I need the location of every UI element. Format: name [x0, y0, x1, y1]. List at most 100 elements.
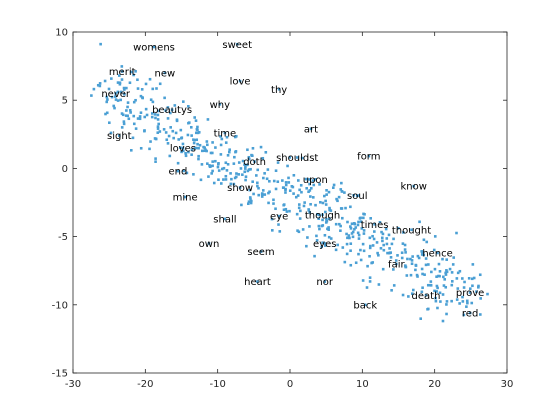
scatter-point — [90, 94, 93, 97]
scatter-point — [371, 244, 375, 247]
scatter-point — [187, 121, 190, 125]
word-label: own — [199, 239, 220, 250]
scatter-point — [308, 211, 311, 214]
scatter-point — [444, 271, 447, 275]
scatter-point — [256, 181, 259, 185]
y-tick-label: 10 — [55, 28, 68, 39]
scatter-point — [116, 90, 120, 94]
scatter-point — [176, 161, 180, 165]
scatter-point — [274, 169, 278, 173]
scatter-point — [177, 138, 181, 141]
scatter-point — [325, 188, 328, 192]
scatter-point — [263, 172, 266, 175]
scatter-point — [461, 300, 465, 303]
scatter-point — [341, 216, 344, 220]
scatter-point — [296, 194, 300, 197]
word-label: though — [305, 210, 340, 221]
scatter-point — [416, 275, 419, 278]
scatter-point — [247, 200, 251, 203]
scatter-point — [151, 87, 155, 91]
scatter-point — [190, 134, 193, 137]
scatter-point — [345, 232, 348, 236]
scatter-point — [148, 147, 151, 151]
word-point — [323, 242, 327, 245]
scatter-point — [324, 203, 328, 206]
scatter-point — [287, 176, 290, 180]
scatter-point — [197, 157, 200, 161]
scatter-point — [243, 167, 247, 170]
scatter-point — [324, 199, 327, 203]
word-label: shall — [213, 214, 236, 225]
scatter-point — [349, 227, 353, 230]
scatter-point — [429, 284, 433, 287]
scatter-point — [292, 173, 296, 177]
scatter-point — [438, 291, 442, 295]
scatter-point — [351, 235, 355, 239]
scatter-point — [424, 263, 428, 267]
scatter-point — [155, 87, 158, 90]
scatter-point — [264, 151, 268, 154]
scatter-point — [361, 279, 365, 282]
scatter-point — [247, 168, 251, 171]
scatter-point — [243, 170, 247, 174]
scatter-point — [336, 243, 339, 247]
scatter-point — [150, 112, 154, 115]
scatter-point — [465, 299, 469, 303]
scatter-point — [127, 117, 131, 121]
scatter-point — [220, 137, 224, 141]
scatter-point — [400, 256, 404, 260]
x-tick-label: 30 — [501, 379, 514, 390]
scatter-point — [351, 230, 355, 234]
scatter-point — [204, 148, 207, 152]
scatter-point — [337, 195, 341, 199]
scatter-point — [419, 317, 423, 320]
word-label: loves — [170, 143, 196, 154]
scatter-point — [243, 163, 246, 166]
scatter-point — [219, 135, 222, 138]
scatter-point — [290, 185, 294, 188]
scatter-point — [210, 151, 214, 155]
word-point — [412, 184, 415, 188]
scatter-point — [244, 165, 247, 168]
scatter-point — [341, 246, 345, 249]
scatter-point — [477, 284, 480, 288]
scatter-point — [318, 183, 321, 186]
scatter-point — [151, 100, 155, 104]
word-label: thought — [392, 225, 431, 236]
scatter-point — [118, 82, 122, 86]
scatter-point — [134, 70, 137, 73]
scatter-point — [471, 263, 475, 266]
scatter-point — [158, 130, 162, 133]
scatter-point — [345, 242, 349, 246]
points-layer — [90, 42, 489, 323]
scatter-point — [109, 131, 113, 135]
scatter-point — [307, 209, 311, 212]
scatter-point — [128, 108, 132, 112]
scatter-point — [224, 161, 228, 165]
scatter-point — [246, 148, 249, 152]
scatter-point — [429, 280, 433, 283]
scatter-point — [174, 131, 178, 135]
scatter-point — [371, 234, 374, 238]
scatter-point — [427, 263, 430, 266]
scatter-point — [250, 199, 253, 203]
scatter-point — [295, 212, 299, 216]
scatter-point — [272, 202, 275, 205]
scatter-point — [327, 190, 331, 194]
scatter-point — [348, 236, 351, 240]
scatter-point — [219, 153, 223, 156]
scatter-point — [444, 273, 448, 276]
scatter-point — [302, 204, 306, 208]
scatter-point — [325, 218, 328, 221]
scatter-point — [193, 116, 196, 119]
word-point — [259, 250, 263, 253]
scatter-point — [336, 199, 339, 203]
scatter-point — [368, 280, 372, 283]
scatter-point — [235, 134, 238, 138]
scatter-point — [110, 95, 114, 99]
scatter-point — [444, 285, 448, 289]
word-point — [117, 134, 121, 137]
scatter-point — [154, 116, 157, 120]
scatter-point — [356, 223, 360, 227]
